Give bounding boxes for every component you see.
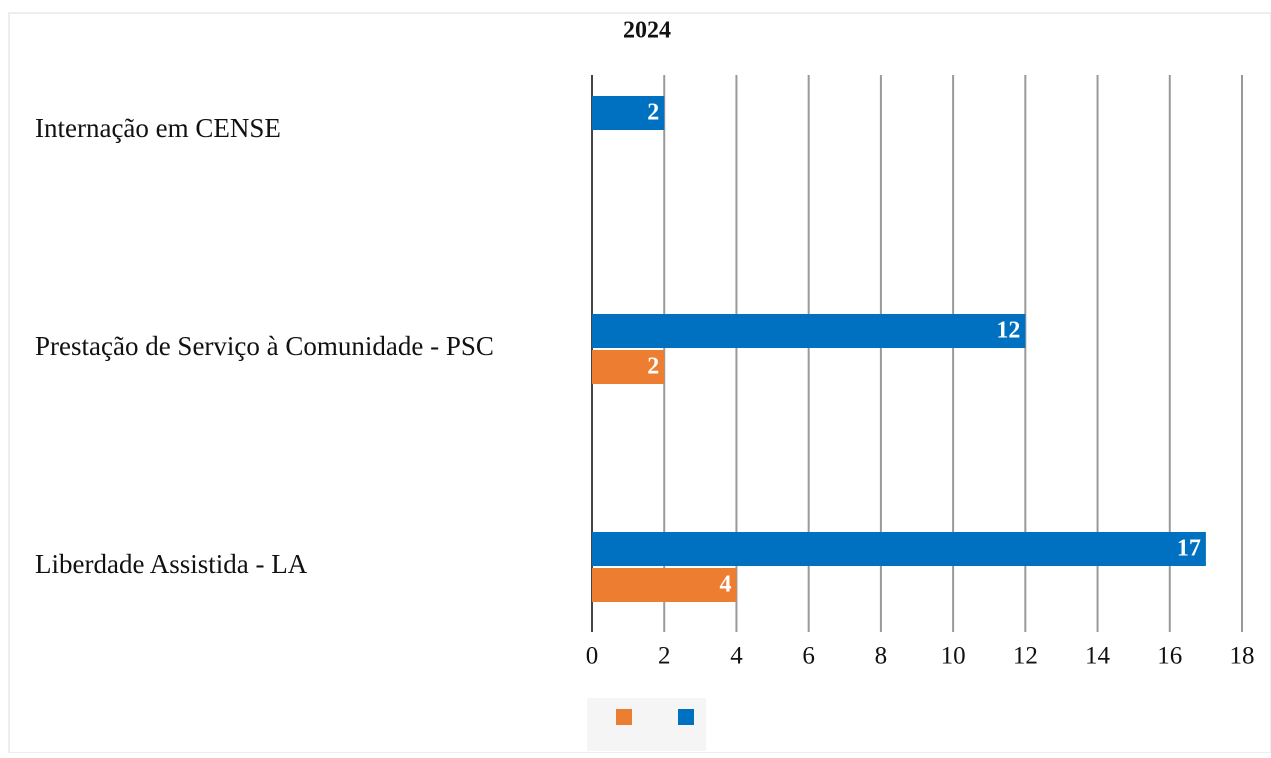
x-tick-label: 12 — [1013, 643, 1038, 670]
bar — [592, 568, 737, 602]
x-tick-label: 8 — [875, 643, 888, 670]
category-label: Liberdade Assistida - LA — [35, 549, 308, 579]
category-label: Prestação de Serviço à Comunidade - PSC — [35, 331, 494, 361]
data-label: 12 — [996, 318, 1020, 344]
data-label: 2 — [647, 354, 659, 380]
x-tick-label: 0 — [586, 643, 599, 670]
data-label: 17 — [1177, 536, 1201, 562]
bar — [592, 96, 665, 130]
x-tick-label: 4 — [730, 643, 743, 670]
x-tick-label: 2 — [658, 643, 671, 670]
x-tick-label: 16 — [1157, 643, 1182, 670]
category-label: Internação em CENSE — [35, 113, 281, 143]
bar — [592, 532, 1206, 566]
chart-title: 2024 — [623, 18, 671, 44]
x-tick-label: 18 — [1230, 643, 1255, 670]
data-label: 2 — [647, 100, 659, 126]
x-tick-label: 6 — [802, 643, 815, 670]
data-label: 4 — [719, 572, 731, 598]
legend-swatch — [616, 709, 632, 725]
x-tick-label: 14 — [1085, 643, 1111, 670]
bar — [592, 350, 665, 384]
x-tick-label: 10 — [941, 643, 966, 670]
legend-swatch — [678, 709, 694, 725]
bar — [592, 314, 1026, 348]
